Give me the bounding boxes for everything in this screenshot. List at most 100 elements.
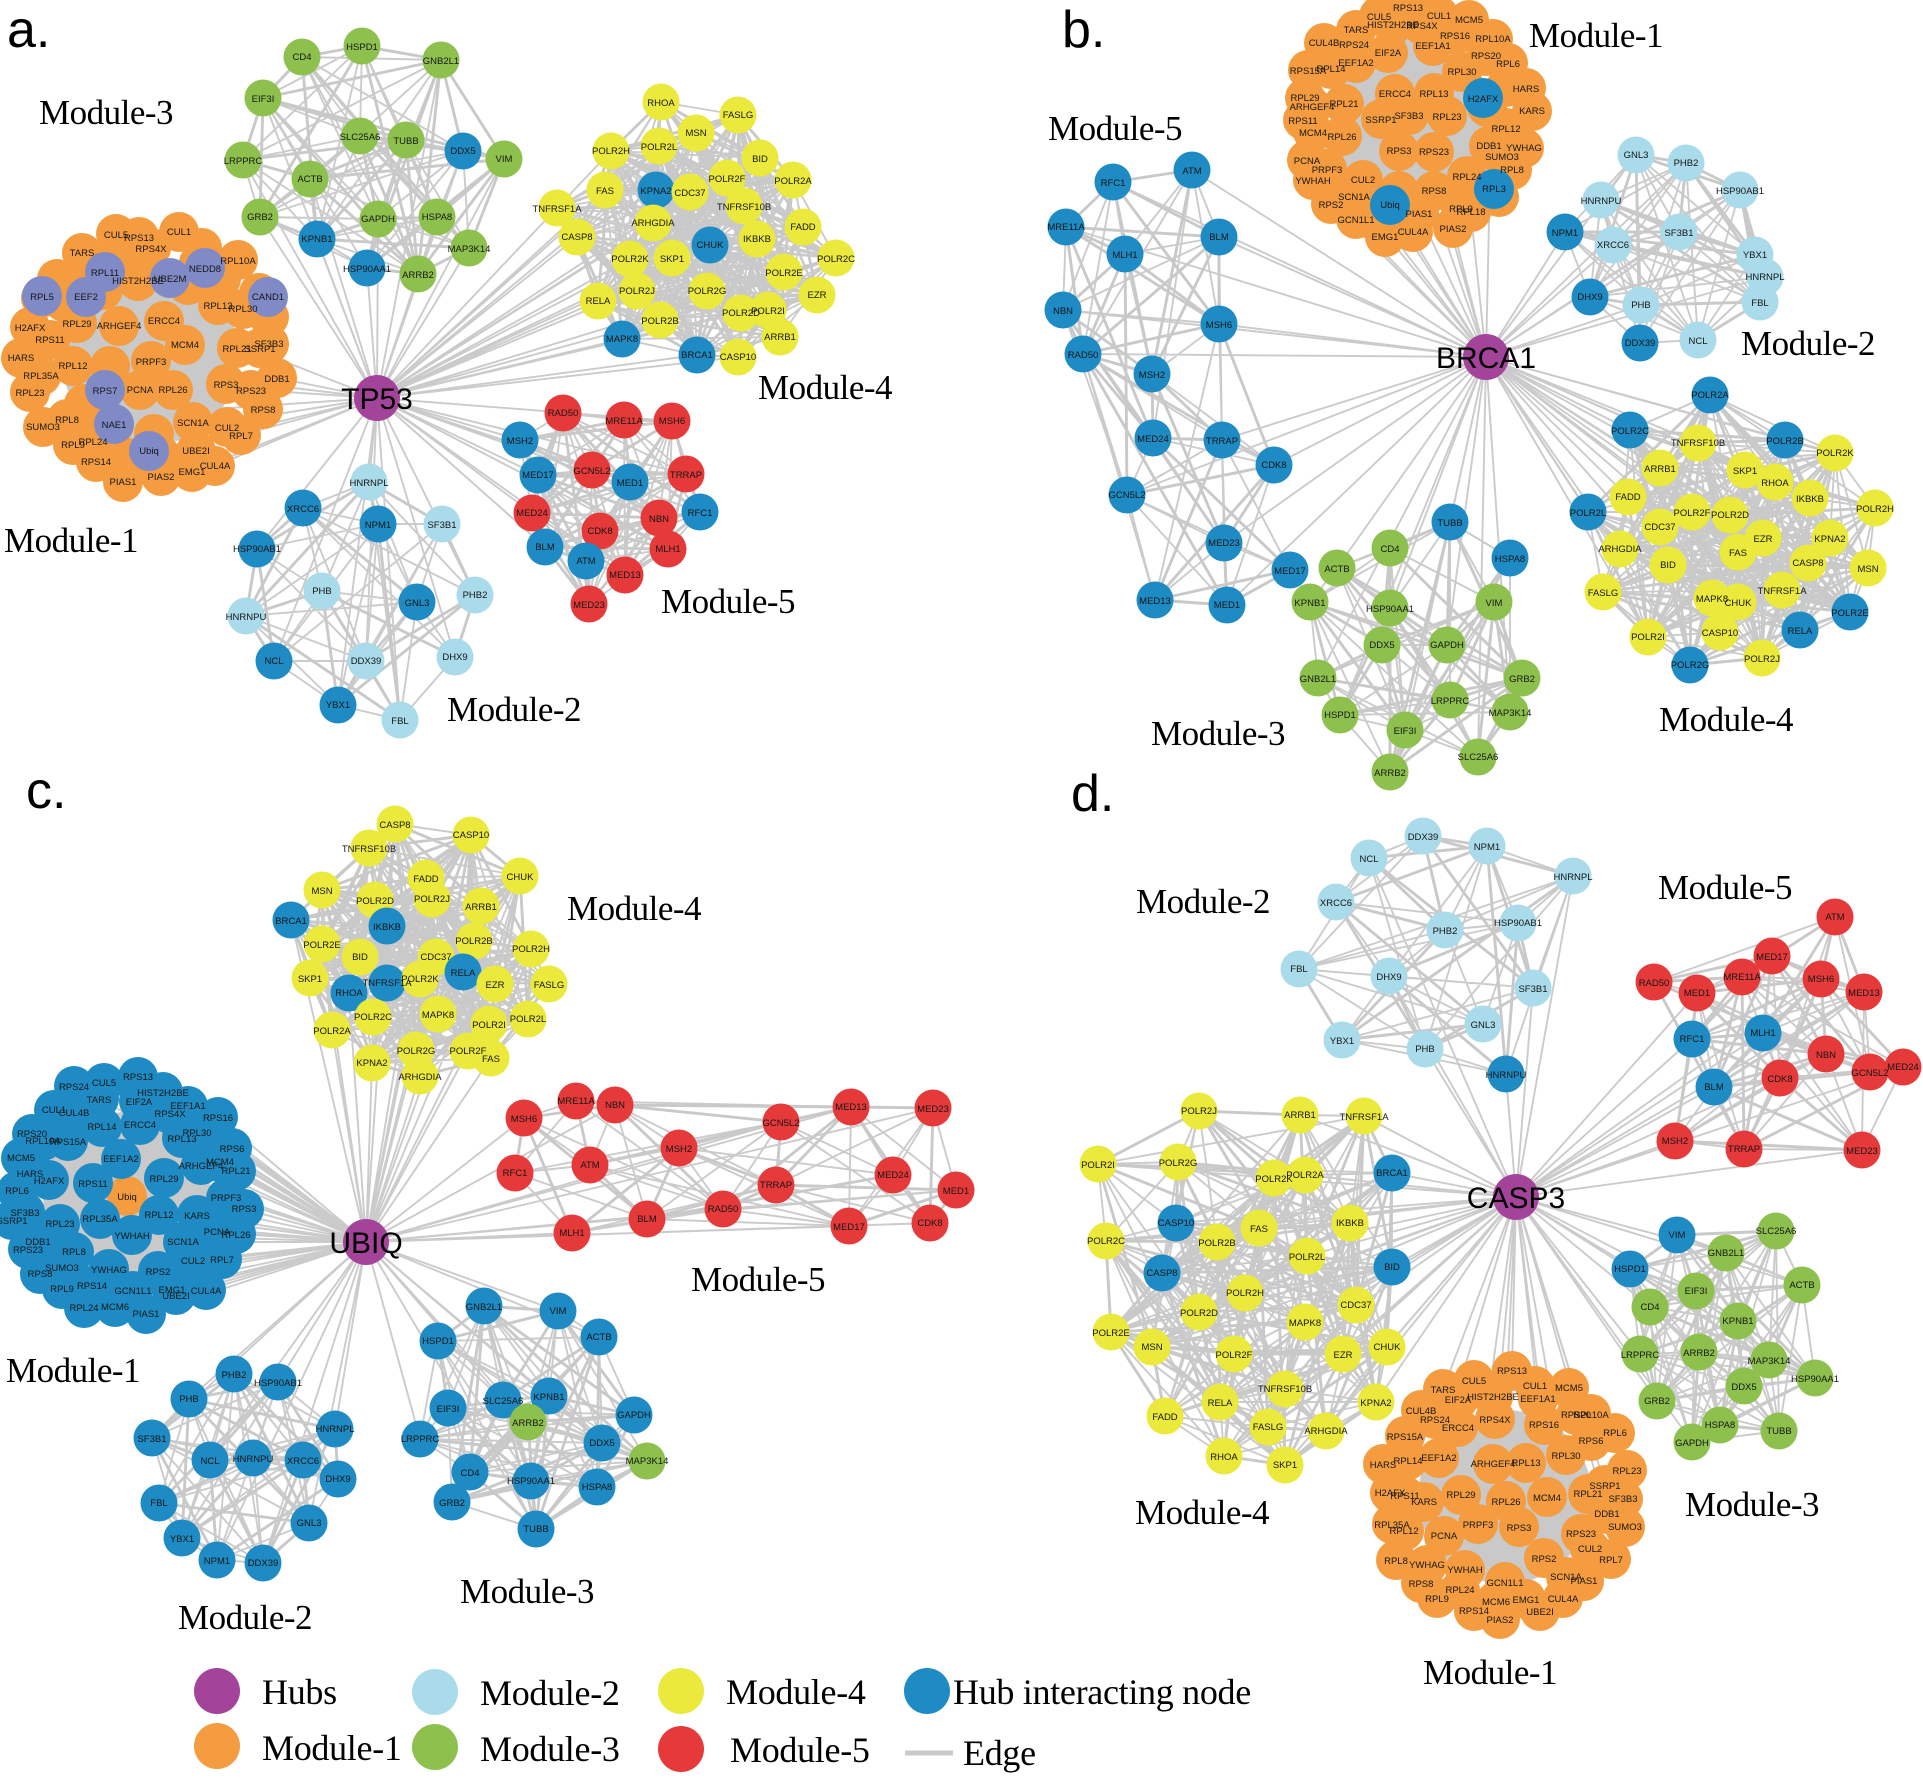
svg-text:POLR2A: POLR2A bbox=[1691, 390, 1729, 401]
svg-text:UBE2M: UBE2M bbox=[154, 274, 187, 285]
svg-text:FBL: FBL bbox=[1751, 298, 1768, 309]
svg-text:GCN1L1: GCN1L1 bbox=[1338, 215, 1375, 226]
svg-text:MED23: MED23 bbox=[1208, 538, 1240, 549]
svg-text:MED1: MED1 bbox=[1214, 600, 1240, 611]
svg-text:RPL23: RPL23 bbox=[45, 1219, 74, 1230]
svg-text:Module-1: Module-1 bbox=[1529, 16, 1663, 55]
svg-text:DHX9: DHX9 bbox=[1577, 292, 1602, 303]
svg-text:CUL5: CUL5 bbox=[104, 230, 128, 241]
svg-text:HARS: HARS bbox=[17, 1169, 43, 1180]
svg-text:Module-4: Module-4 bbox=[1135, 1493, 1269, 1532]
svg-text:Module-4: Module-4 bbox=[758, 368, 892, 407]
svg-text:POLR2E: POLR2E bbox=[1092, 1328, 1130, 1339]
svg-text:GRB2: GRB2 bbox=[1644, 1396, 1670, 1407]
svg-text:RPL3: RPL3 bbox=[1482, 184, 1506, 195]
svg-text:ARRB1: ARRB1 bbox=[764, 332, 796, 343]
svg-text:SUMO3: SUMO3 bbox=[1485, 152, 1519, 163]
svg-text:RPS20: RPS20 bbox=[1561, 1410, 1591, 1421]
svg-text:POLR2H: POLR2H bbox=[1856, 504, 1894, 515]
svg-text:MAP3K14: MAP3K14 bbox=[626, 1456, 669, 1467]
svg-text:RPS3: RPS3 bbox=[232, 1204, 257, 1215]
svg-text:ERCC4: ERCC4 bbox=[1442, 1423, 1474, 1434]
svg-text:RPS13: RPS13 bbox=[123, 1072, 153, 1083]
svg-text:RPL13: RPL13 bbox=[167, 1134, 196, 1145]
svg-text:CUL5: CUL5 bbox=[1462, 1376, 1486, 1387]
svg-text:RFC1: RFC1 bbox=[1680, 1034, 1705, 1045]
svg-text:RPS3: RPS3 bbox=[214, 380, 239, 391]
svg-text:EMG1: EMG1 bbox=[179, 467, 206, 478]
svg-text:POLR2E: POLR2E bbox=[1831, 608, 1869, 619]
svg-text:ARRB2: ARRB2 bbox=[512, 1418, 544, 1429]
svg-text:RPS24: RPS24 bbox=[1339, 40, 1369, 51]
svg-text:RPS24: RPS24 bbox=[59, 1082, 89, 1093]
svg-text:CASP8: CASP8 bbox=[1792, 558, 1823, 569]
svg-text:POLR2F: POLR2F bbox=[709, 174, 746, 185]
svg-text:BRCA1: BRCA1 bbox=[1376, 1168, 1408, 1179]
svg-text:Ubiq: Ubiq bbox=[117, 1192, 137, 1203]
svg-text:FAS: FAS bbox=[596, 186, 614, 197]
svg-text:HSPD1: HSPD1 bbox=[346, 42, 378, 53]
svg-text:IKBKB: IKBKB bbox=[1336, 1218, 1364, 1229]
svg-text:POLR2L: POLR2L bbox=[641, 142, 677, 153]
svg-text:PHB: PHB bbox=[179, 1394, 199, 1405]
svg-text:GNB2L1: GNB2L1 bbox=[466, 1302, 502, 1313]
svg-text:MED23: MED23 bbox=[573, 600, 605, 611]
svg-text:FASLG: FASLG bbox=[534, 980, 565, 991]
svg-text:RHOA: RHOA bbox=[647, 98, 675, 109]
svg-text:BLM: BLM bbox=[637, 1214, 657, 1225]
svg-text:POLR2C: POLR2C bbox=[354, 1012, 392, 1023]
svg-text:RPL30: RPL30 bbox=[228, 304, 257, 315]
svg-text:TUBB: TUBB bbox=[1766, 1426, 1791, 1437]
svg-text:HSP90AA1: HSP90AA1 bbox=[1791, 1374, 1839, 1385]
svg-text:PCNA: PCNA bbox=[1294, 156, 1321, 167]
svg-text:GNL3: GNL3 bbox=[1471, 1020, 1496, 1031]
svg-text:LRPPRC: LRPPRC bbox=[1431, 696, 1470, 707]
svg-text:RPS15A: RPS15A bbox=[1290, 66, 1327, 77]
svg-text:SSRP1: SSRP1 bbox=[244, 344, 275, 355]
svg-text:RPL23: RPL23 bbox=[1612, 1466, 1641, 1477]
svg-text:RPL21: RPL21 bbox=[1329, 99, 1358, 110]
svg-text:MAP3K14: MAP3K14 bbox=[448, 244, 491, 255]
svg-text:GCN1L1: GCN1L1 bbox=[115, 1286, 152, 1297]
svg-text:MED13: MED13 bbox=[609, 570, 641, 581]
svg-text:ATM: ATM bbox=[1182, 166, 1201, 177]
svg-text:POLR2J: POLR2J bbox=[414, 894, 450, 905]
svg-text:TNFRSF10B: TNFRSF10B bbox=[1671, 438, 1725, 449]
svg-text:RPL7: RPL7 bbox=[1599, 1555, 1623, 1566]
svg-text:RELA: RELA bbox=[451, 968, 476, 979]
svg-text:FAS: FAS bbox=[1250, 1224, 1268, 1235]
svg-text:KPNB1: KPNB1 bbox=[1294, 598, 1325, 609]
svg-text:MED17: MED17 bbox=[522, 470, 554, 481]
svg-text:CDC37: CDC37 bbox=[1644, 522, 1675, 533]
svg-text:EMG1: EMG1 bbox=[159, 1285, 186, 1296]
svg-text:RPS14: RPS14 bbox=[1459, 1606, 1489, 1617]
svg-text:TUBB: TUBB bbox=[1437, 518, 1462, 529]
svg-text:HSP90AB1: HSP90AB1 bbox=[254, 1378, 302, 1389]
svg-text:Module-2: Module-2 bbox=[1741, 324, 1875, 363]
svg-text:RPS15A: RPS15A bbox=[1387, 1432, 1424, 1443]
svg-text:SSRP1: SSRP1 bbox=[0, 1216, 28, 1227]
svg-text:MCM6: MCM6 bbox=[1482, 1597, 1510, 1608]
svg-text:RPL8: RPL8 bbox=[1500, 165, 1524, 176]
svg-text:HARS: HARS bbox=[1513, 84, 1539, 95]
svg-text:CUL4B: CUL4B bbox=[59, 1108, 90, 1119]
svg-text:POLR2G: POLR2G bbox=[688, 286, 727, 297]
svg-text:POLR2D: POLR2D bbox=[1180, 1308, 1218, 1319]
svg-text:SF3B3: SF3B3 bbox=[254, 339, 283, 350]
svg-text:CASP8: CASP8 bbox=[1146, 1268, 1177, 1279]
svg-text:RPS20: RPS20 bbox=[1471, 51, 1501, 62]
svg-text:MSH2: MSH2 bbox=[666, 1144, 692, 1155]
svg-text:PRPF3: PRPF3 bbox=[1463, 1520, 1494, 1531]
svg-text:ERCC4: ERCC4 bbox=[148, 316, 180, 327]
svg-text:CD4: CD4 bbox=[1640, 1302, 1659, 1313]
svg-text:RPL23: RPL23 bbox=[1432, 112, 1461, 123]
svg-text:UBIQ: UBIQ bbox=[329, 1227, 402, 1260]
svg-text:RPL14: RPL14 bbox=[1393, 1456, 1422, 1467]
svg-text:CUL4A: CUL4A bbox=[200, 461, 231, 472]
svg-text:RPS20: RPS20 bbox=[17, 1129, 47, 1140]
svg-text:RPL9: RPL9 bbox=[50, 1284, 74, 1295]
svg-text:CASP10: CASP10 bbox=[453, 830, 489, 841]
svg-text:EIF2A: EIF2A bbox=[126, 1097, 153, 1108]
svg-text:BLM: BLM bbox=[1704, 1082, 1724, 1093]
svg-text:ACTB: ACTB bbox=[297, 174, 322, 185]
